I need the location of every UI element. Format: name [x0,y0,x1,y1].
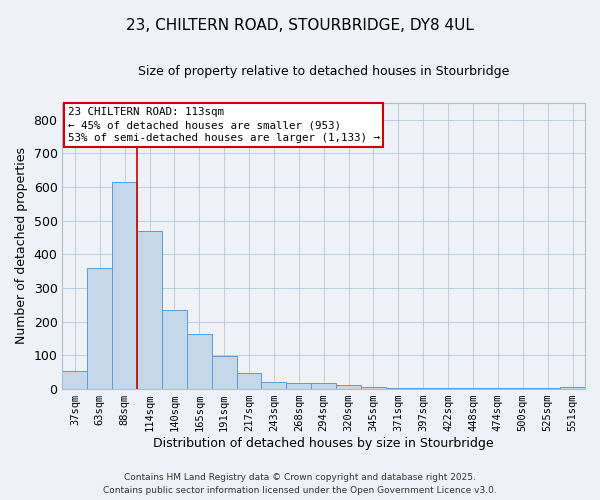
Bar [137,231,162,389]
Bar [511,388,535,389]
Bar [112,182,137,389]
Text: 23, CHILTERN ROAD, STOURBRIDGE, DY8 4UL: 23, CHILTERN ROAD, STOURBRIDGE, DY8 4UL [126,18,474,32]
Bar [88,268,112,389]
Text: 23 CHILTERN ROAD: 113sqm
← 45% of detached houses are smaller (953)
53% of semi-: 23 CHILTERN ROAD: 113sqm ← 45% of detach… [68,107,380,144]
Bar [411,388,436,389]
Y-axis label: Number of detached properties: Number of detached properties [15,148,28,344]
Title: Size of property relative to detached houses in Stourbridge: Size of property relative to detached ho… [138,65,509,78]
Bar [311,384,336,389]
Bar [336,385,361,389]
Bar [262,382,286,389]
Bar [560,388,585,389]
Bar [461,388,485,389]
Text: Contains HM Land Registry data © Crown copyright and database right 2025.
Contai: Contains HM Land Registry data © Crown c… [103,474,497,495]
X-axis label: Distribution of detached houses by size in Stourbridge: Distribution of detached houses by size … [154,437,494,450]
Bar [436,388,461,389]
Bar [386,388,411,389]
Bar [236,374,262,389]
Bar [361,388,386,389]
Bar [62,370,88,389]
Bar [212,356,236,389]
Bar [187,334,212,389]
Bar [162,310,187,389]
Bar [485,388,511,389]
Bar [535,388,560,389]
Bar [286,384,311,389]
